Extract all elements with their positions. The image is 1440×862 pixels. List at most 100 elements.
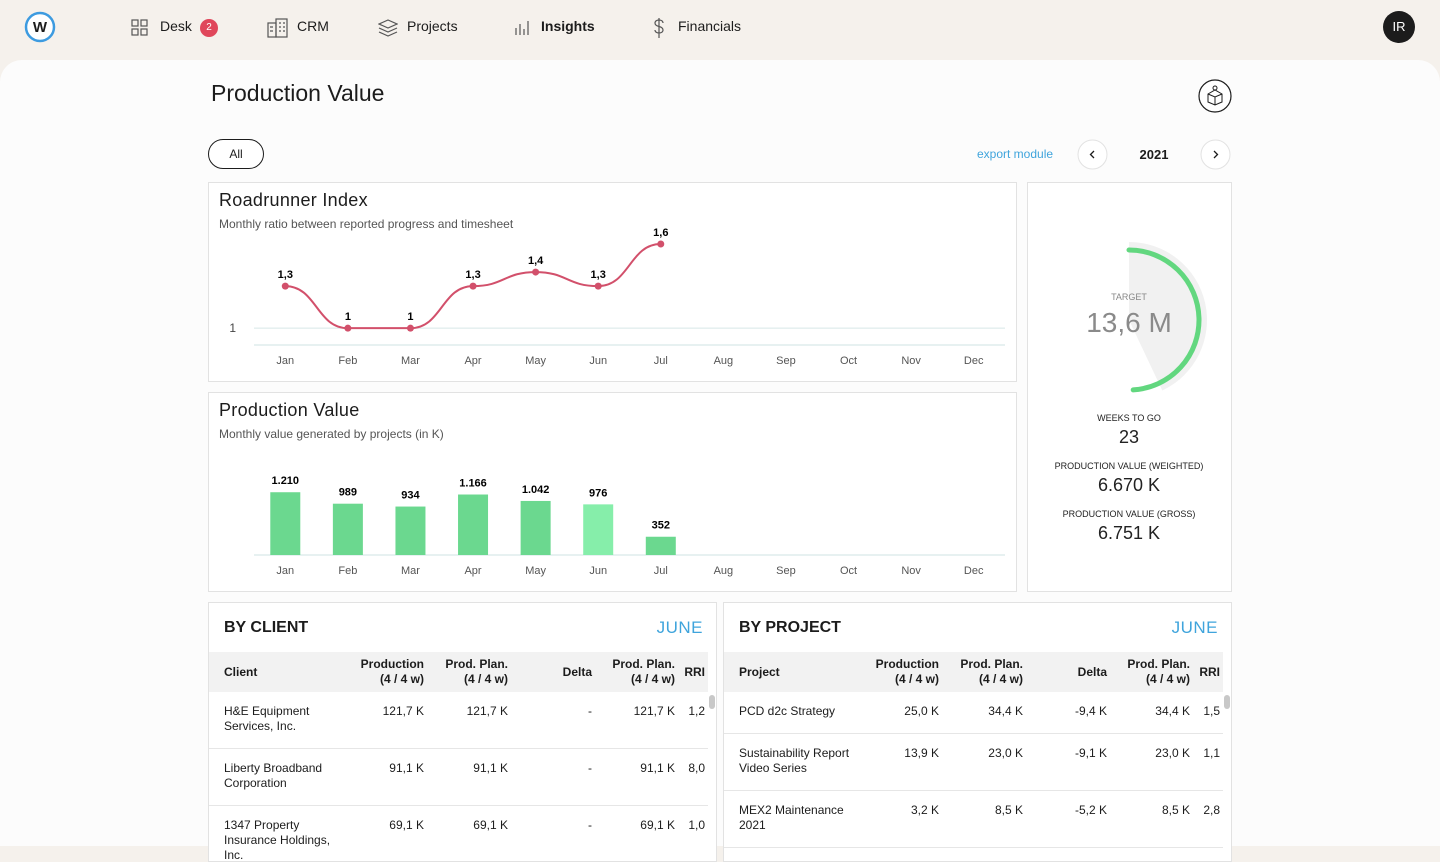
nav-financials[interactable]: Financials xyxy=(678,18,741,34)
table-title: BY PROJECT xyxy=(739,619,841,637)
table-row[interactable]: 1347 Property Insurance Holdings, Inc.69… xyxy=(209,806,708,862)
header-line: (4 / 4 w) xyxy=(352,672,424,687)
cell: 91,1 K xyxy=(349,749,427,806)
cell: 69,1 K xyxy=(427,806,511,862)
production-card: Production Value Monthly value generated… xyxy=(208,392,1017,592)
column-header: Delta xyxy=(511,652,595,692)
column-header: Prod. Plan.(4 / 4 w) xyxy=(942,652,1026,692)
financials-icon xyxy=(652,17,666,39)
cell: - xyxy=(511,692,595,749)
column-header: RRI xyxy=(1193,652,1223,692)
row-name: PCD d2c Strategy xyxy=(724,692,864,734)
desk-icon xyxy=(131,19,149,37)
logo-text: W xyxy=(33,19,48,36)
target-card xyxy=(1027,182,1232,592)
nav-insights[interactable]: Insights xyxy=(541,18,595,34)
column-header: Prod. Plan.(4 / 4 w) xyxy=(595,652,678,692)
cell: 69,1 K xyxy=(349,806,427,862)
chart-subtitle: Monthly ratio between reported progress … xyxy=(219,217,513,231)
avatar[interactable]: IR xyxy=(1383,11,1415,43)
cell: 3,2 K xyxy=(864,791,942,848)
cell: 34,4 K xyxy=(1110,692,1193,734)
column-header: Prod. Plan.(4 / 4 w) xyxy=(1110,652,1193,692)
cell: -9,4 K xyxy=(1026,692,1110,734)
header-line: (4 / 4 w) xyxy=(1113,672,1190,687)
logo[interactable]: W xyxy=(24,11,56,43)
cell: 121,7 K xyxy=(595,692,678,749)
header-line: RRI xyxy=(1196,665,1220,680)
header-line: Delta xyxy=(1029,665,1107,680)
header-line: (4 / 4 w) xyxy=(598,672,675,687)
header-line: (4 / 4 w) xyxy=(945,672,1023,687)
column-header: Production(4 / 4 w) xyxy=(349,652,427,692)
cell: 8,5 K xyxy=(1110,791,1193,848)
next-year[interactable] xyxy=(1200,139,1231,170)
header-line: (4 / 4 w) xyxy=(430,672,508,687)
row-name: 1347 Property Insurance Holdings, Inc. xyxy=(209,806,349,862)
header-line: Production xyxy=(352,657,424,672)
table-month[interactable]: JUNE xyxy=(657,618,703,638)
row-name: MEX2 Maintenance 2021 xyxy=(724,791,864,848)
column-header: Prod. Plan.(4 / 4 w) xyxy=(427,652,511,692)
cell: 1,5 xyxy=(1193,692,1223,734)
column-header: Client xyxy=(209,652,349,692)
row-name: Liberty Broadband Corporation xyxy=(209,749,349,806)
header-line: Prod. Plan. xyxy=(1113,657,1190,672)
export-link[interactable]: export module xyxy=(977,147,1053,161)
chart-title: Roadrunner Index xyxy=(219,190,368,211)
chart-subtitle: Monthly value generated by projects (in … xyxy=(219,427,444,441)
table-month[interactable]: JUNE xyxy=(1172,618,1218,638)
projects-icon xyxy=(378,19,398,37)
scrollbar[interactable] xyxy=(1224,695,1230,709)
cell: 1,0 xyxy=(678,806,708,862)
cell: 13,9 K xyxy=(864,734,942,791)
cell: - xyxy=(511,806,595,862)
scrollbar[interactable] xyxy=(709,695,715,709)
settings-button[interactable] xyxy=(1197,78,1233,114)
cell: 8,5 K xyxy=(942,791,1026,848)
nav-projects[interactable]: Projects xyxy=(407,18,458,34)
chart-title: Production Value xyxy=(219,400,360,421)
nav-badge: 2 xyxy=(200,19,218,37)
cell: 91,1 K xyxy=(595,749,678,806)
header-line: Delta xyxy=(514,665,592,680)
cell: - xyxy=(511,749,595,806)
filter-all[interactable]: All xyxy=(208,139,264,169)
page-title: Production Value xyxy=(211,80,384,107)
cell: 121,7 K xyxy=(349,692,427,749)
cell: 91,1 K xyxy=(427,749,511,806)
year: 2021 xyxy=(1130,147,1178,162)
column-header: Project xyxy=(724,652,864,692)
nav-desk[interactable]: Desk xyxy=(160,18,192,34)
cell: 25,0 K xyxy=(864,692,942,734)
header-line: RRI xyxy=(681,665,705,680)
nav-crm[interactable]: CRM xyxy=(297,18,329,34)
column-header: Delta xyxy=(1026,652,1110,692)
prev-year[interactable] xyxy=(1077,139,1108,170)
column-header: RRI xyxy=(678,652,708,692)
header-line: Client xyxy=(224,665,346,680)
cell: 1,2 xyxy=(678,692,708,749)
cell: 23,0 K xyxy=(1110,734,1193,791)
table-title: BY CLIENT xyxy=(224,619,308,637)
cell: 34,4 K xyxy=(942,692,1026,734)
header-line: Prod. Plan. xyxy=(430,657,508,672)
header-line: (4 / 4 w) xyxy=(867,672,939,687)
cell: 1,1 xyxy=(1193,734,1223,791)
rri-card: Roadrunner Index Monthly ratio between r… xyxy=(208,182,1017,382)
cell: 23,0 K xyxy=(942,734,1026,791)
